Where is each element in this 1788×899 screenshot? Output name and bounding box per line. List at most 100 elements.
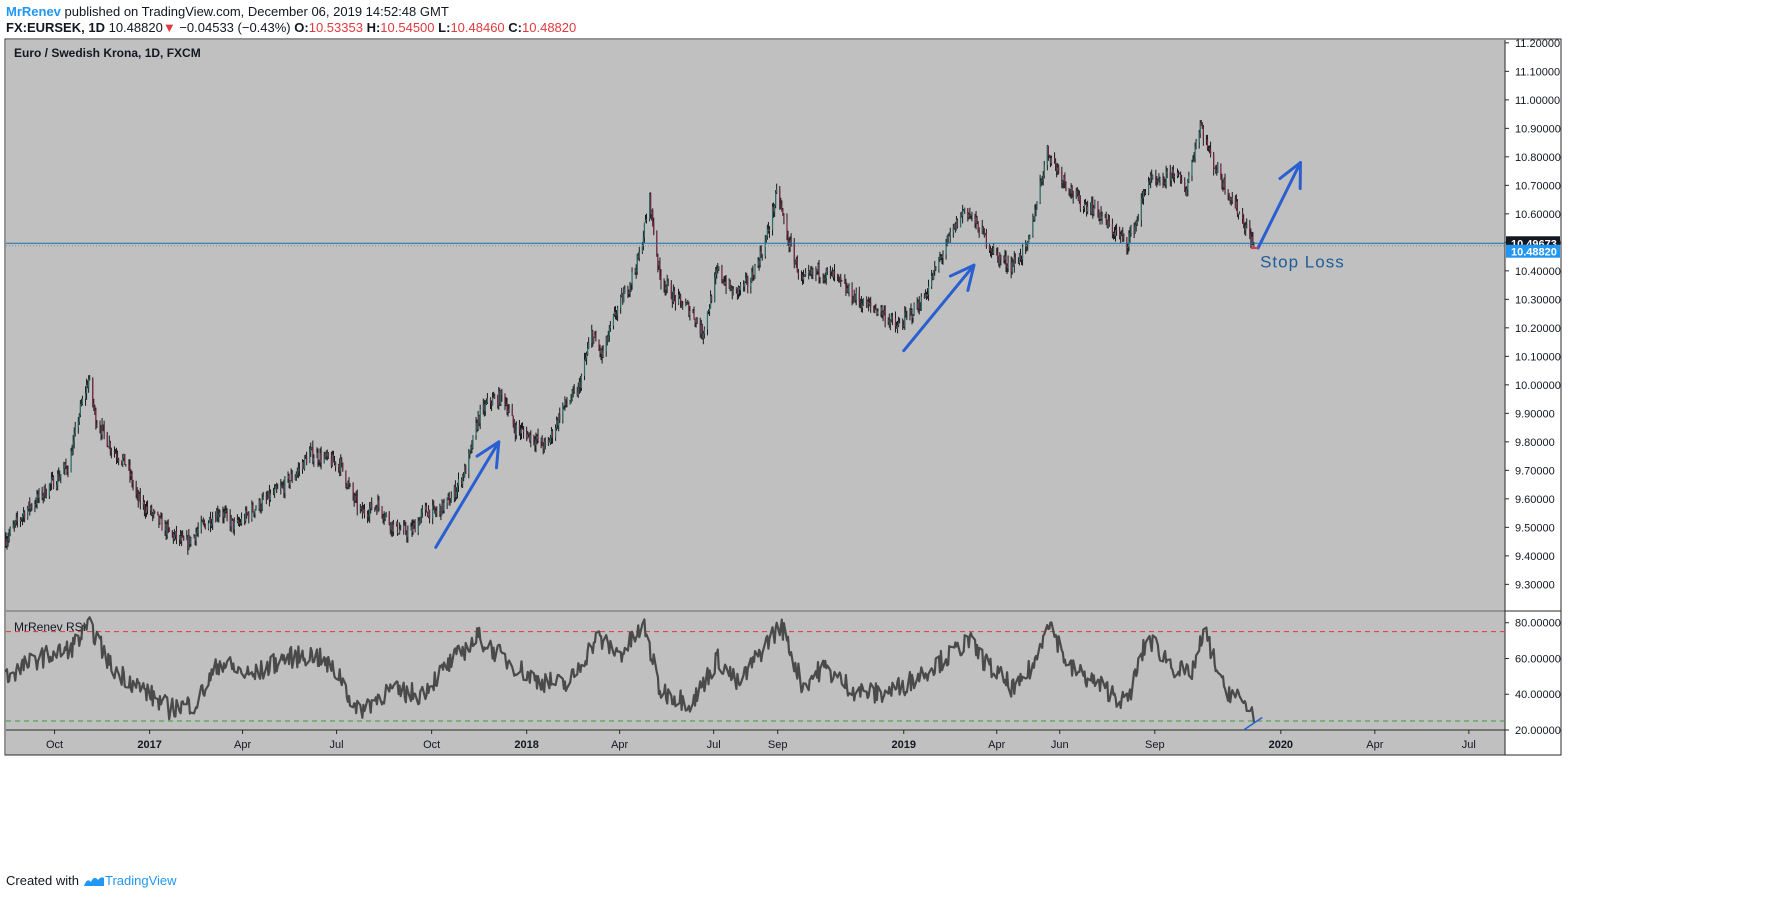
candle-body-631 bbox=[917, 301, 919, 308]
candle-body-259 bbox=[378, 500, 380, 507]
candle-body-232 bbox=[340, 459, 342, 472]
candle-body-387 bbox=[564, 399, 566, 406]
candle-body-220 bbox=[323, 456, 325, 463]
candle-body-704 bbox=[1021, 246, 1024, 260]
candle-body-275 bbox=[403, 524, 405, 530]
candle-body-144 bbox=[212, 518, 214, 525]
candle-body-8 bbox=[15, 517, 17, 521]
candle-body-494 bbox=[718, 267, 720, 269]
candle-body-394 bbox=[573, 390, 575, 392]
candle-body-255 bbox=[374, 507, 376, 510]
candle-body-9 bbox=[16, 517, 18, 522]
candle-body-743 bbox=[1078, 195, 1080, 201]
candle-body-373 bbox=[543, 440, 545, 450]
candle-body-617 bbox=[896, 325, 899, 329]
candle-body-555 bbox=[808, 271, 810, 274]
time-axis-label-2: Apr bbox=[234, 739, 251, 751]
candle-body-561 bbox=[816, 269, 818, 272]
candle-body-587 bbox=[853, 294, 855, 302]
candle-body-515 bbox=[750, 282, 752, 287]
price-axis-label-11: 10.10000 bbox=[1515, 351, 1561, 363]
candle-body-791 bbox=[1149, 181, 1151, 183]
candle-body-443 bbox=[644, 220, 647, 223]
candle-body-479 bbox=[696, 318, 698, 324]
candle-body-852 bbox=[1236, 201, 1239, 215]
candle-body-864 bbox=[1253, 243, 1255, 245]
candle-body-643 bbox=[934, 266, 936, 271]
candle-body-737 bbox=[1070, 187, 1072, 194]
candle-body-500 bbox=[728, 280, 730, 288]
candle-body-261 bbox=[382, 515, 384, 519]
candle-body-591 bbox=[859, 301, 861, 303]
candle-body-544 bbox=[790, 239, 792, 244]
candle-body-841 bbox=[1221, 178, 1223, 184]
candle-body-58 bbox=[88, 379, 90, 388]
author-link[interactable]: MrRenev bbox=[6, 4, 61, 19]
candle-body-858 bbox=[1245, 226, 1247, 231]
candle-body-190 bbox=[280, 486, 282, 489]
candle-body-382 bbox=[557, 420, 559, 426]
candle-body-488 bbox=[709, 295, 712, 309]
candle-body-784 bbox=[1137, 220, 1139, 222]
candle-body-19 bbox=[31, 505, 33, 508]
candle-body-25 bbox=[41, 491, 43, 498]
candle-body-629 bbox=[913, 303, 915, 316]
candle-body-619 bbox=[899, 322, 901, 324]
candle-body-573 bbox=[832, 271, 835, 278]
candle-body-207 bbox=[303, 456, 306, 469]
candle-body-546 bbox=[794, 261, 796, 264]
candle-body-180 bbox=[265, 496, 267, 498]
candle-body-811 bbox=[1177, 172, 1180, 174]
candle-body-553 bbox=[803, 275, 806, 277]
candle-body-201 bbox=[295, 474, 297, 477]
candle-body-679 bbox=[985, 233, 987, 246]
candle-body-82 bbox=[123, 454, 125, 459]
candle-body-838 bbox=[1216, 170, 1218, 173]
candle-body-716 bbox=[1040, 180, 1042, 182]
candle-body-545 bbox=[793, 243, 795, 264]
candle-body-822 bbox=[1193, 158, 1195, 161]
candle-body-341 bbox=[498, 391, 500, 406]
candle-body-644 bbox=[935, 266, 937, 270]
candle-body-785 bbox=[1140, 198, 1142, 221]
candle-body-7 bbox=[14, 520, 16, 525]
candle-body-152 bbox=[224, 511, 226, 513]
candle-body-182 bbox=[267, 491, 270, 498]
time-axis-label-3: Jul bbox=[330, 739, 344, 751]
candle-body-317 bbox=[463, 474, 465, 477]
candle-body-820 bbox=[1191, 161, 1193, 176]
candle-body-524 bbox=[761, 255, 763, 257]
time-axis-label-11: Jun bbox=[1051, 739, 1069, 751]
candle-body-790 bbox=[1147, 181, 1150, 194]
candle-body-653 bbox=[948, 235, 950, 237]
candle-body-674 bbox=[978, 231, 980, 235]
candle-body-429 bbox=[624, 288, 626, 294]
candle-body-751 bbox=[1091, 202, 1093, 214]
open-value: 10.53353 bbox=[308, 20, 363, 35]
candle-body-169 bbox=[248, 513, 250, 519]
candle-body-414 bbox=[602, 351, 604, 358]
candle-body-357 bbox=[520, 428, 523, 434]
candle-body-110 bbox=[164, 524, 166, 531]
candle-body-794 bbox=[1152, 175, 1154, 179]
low-value: 10.48460 bbox=[450, 20, 505, 35]
candle-body-812 bbox=[1178, 172, 1181, 175]
candle-body-251 bbox=[368, 516, 370, 518]
candle-body-526 bbox=[765, 236, 767, 241]
candle-body-28 bbox=[44, 486, 46, 497]
candle-body-393 bbox=[572, 390, 574, 392]
candle-body-800 bbox=[1162, 178, 1164, 184]
candle-body-56 bbox=[85, 384, 88, 394]
tradingview-link[interactable]: TradingView bbox=[83, 873, 177, 888]
candle-body-132 bbox=[195, 533, 197, 541]
price-axis-label-9: 10.30000 bbox=[1515, 294, 1561, 306]
candle-body-288 bbox=[420, 512, 422, 518]
candle-body-670 bbox=[974, 214, 976, 224]
candle-body-349 bbox=[508, 408, 510, 411]
candle-body-444 bbox=[645, 218, 648, 221]
candle-body-680 bbox=[988, 245, 991, 251]
candle-body-650 bbox=[945, 245, 947, 255]
candle-body-425 bbox=[620, 296, 622, 308]
candle-body-635 bbox=[923, 296, 926, 298]
